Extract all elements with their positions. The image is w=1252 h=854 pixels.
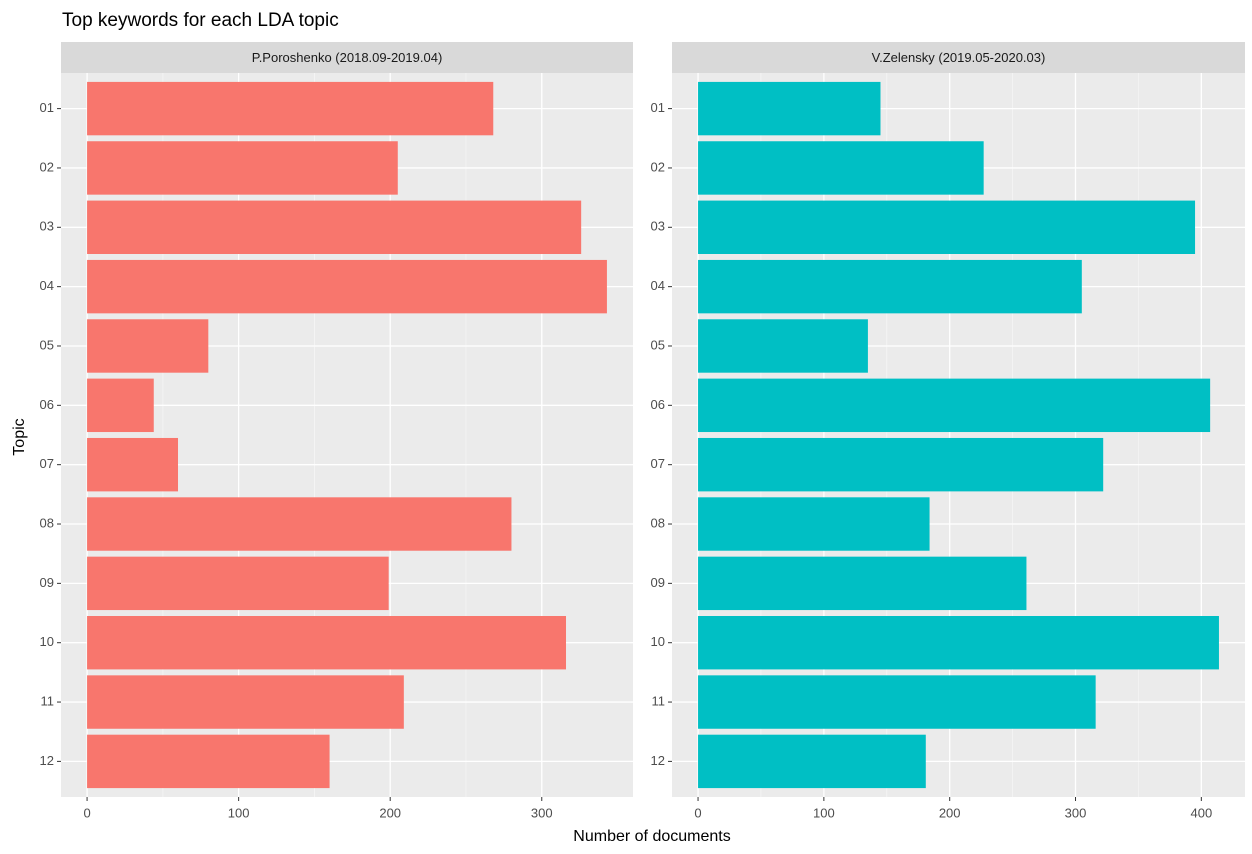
y-tick-label: 04 — [40, 278, 54, 293]
bar — [87, 437, 179, 492]
bar — [87, 675, 404, 729]
bar — [698, 437, 1104, 492]
x-tick-label: 100 — [228, 805, 250, 820]
y-tick-label: 06 — [40, 397, 54, 412]
y-tick-label: 12 — [40, 753, 54, 768]
x-tick-label: 0 — [83, 805, 90, 820]
bar — [87, 141, 398, 195]
y-tick-label: 03 — [40, 219, 54, 234]
bar — [698, 675, 1096, 729]
bar — [698, 319, 868, 373]
bar — [698, 378, 1211, 433]
bar — [698, 81, 881, 136]
y-tick-label: 09 — [651, 575, 665, 590]
strip — [61, 42, 633, 73]
x-tick-label: 100 — [813, 805, 835, 820]
bar — [87, 378, 154, 433]
bar — [698, 734, 926, 789]
x-tick-label: 200 — [379, 805, 401, 820]
x-tick-label: 0 — [694, 805, 701, 820]
strip-label: P.Poroshenko (2018.09-2019.04) — [252, 50, 443, 65]
bar — [698, 556, 1027, 611]
y-tick-label: 08 — [40, 515, 54, 530]
y-tick-label: 02 — [40, 159, 54, 174]
y-tick-label: 10 — [40, 634, 54, 649]
y-tick-label: 06 — [651, 397, 665, 412]
bar — [87, 556, 389, 611]
bar — [698, 497, 930, 551]
y-tick-label: 01 — [651, 100, 665, 115]
bar — [698, 141, 984, 195]
bar — [87, 497, 512, 551]
y-tick-label: 11 — [652, 693, 666, 708]
x-tick-label: 300 — [531, 805, 553, 820]
bar — [698, 616, 1219, 670]
x-axis-label: Number of documents — [573, 828, 730, 845]
y-tick-label: 01 — [40, 100, 54, 115]
bar — [87, 734, 330, 789]
bar — [87, 200, 582, 254]
x-tick-label: 300 — [1065, 805, 1087, 820]
y-tick-label: 03 — [651, 219, 665, 234]
y-tick-label: 09 — [40, 575, 54, 590]
y-tick-label: 07 — [40, 456, 54, 471]
strip — [672, 42, 1245, 73]
bar — [87, 319, 209, 373]
bar — [87, 616, 567, 670]
y-tick-label: 10 — [651, 634, 665, 649]
bar — [698, 259, 1082, 314]
bar — [87, 259, 607, 314]
x-tick-label: 200 — [939, 805, 961, 820]
y-tick-label: 05 — [40, 337, 54, 352]
bar — [87, 81, 494, 136]
x-tick-label: 400 — [1190, 805, 1212, 820]
y-tick-label: 02 — [651, 159, 665, 174]
y-axis-label: Topic — [11, 418, 28, 455]
bar — [698, 200, 1196, 254]
y-tick-label: 04 — [651, 278, 665, 293]
y-tick-label: 08 — [651, 515, 665, 530]
chart-title: Top keywords for each LDA topic — [62, 10, 339, 31]
y-tick-label: 12 — [651, 753, 665, 768]
y-tick-label: 07 — [651, 456, 665, 471]
y-tick-label: 05 — [651, 337, 665, 352]
y-tick-label: 11 — [41, 693, 55, 708]
strip-label: V.Zelensky (2019.05-2020.03) — [872, 50, 1046, 65]
